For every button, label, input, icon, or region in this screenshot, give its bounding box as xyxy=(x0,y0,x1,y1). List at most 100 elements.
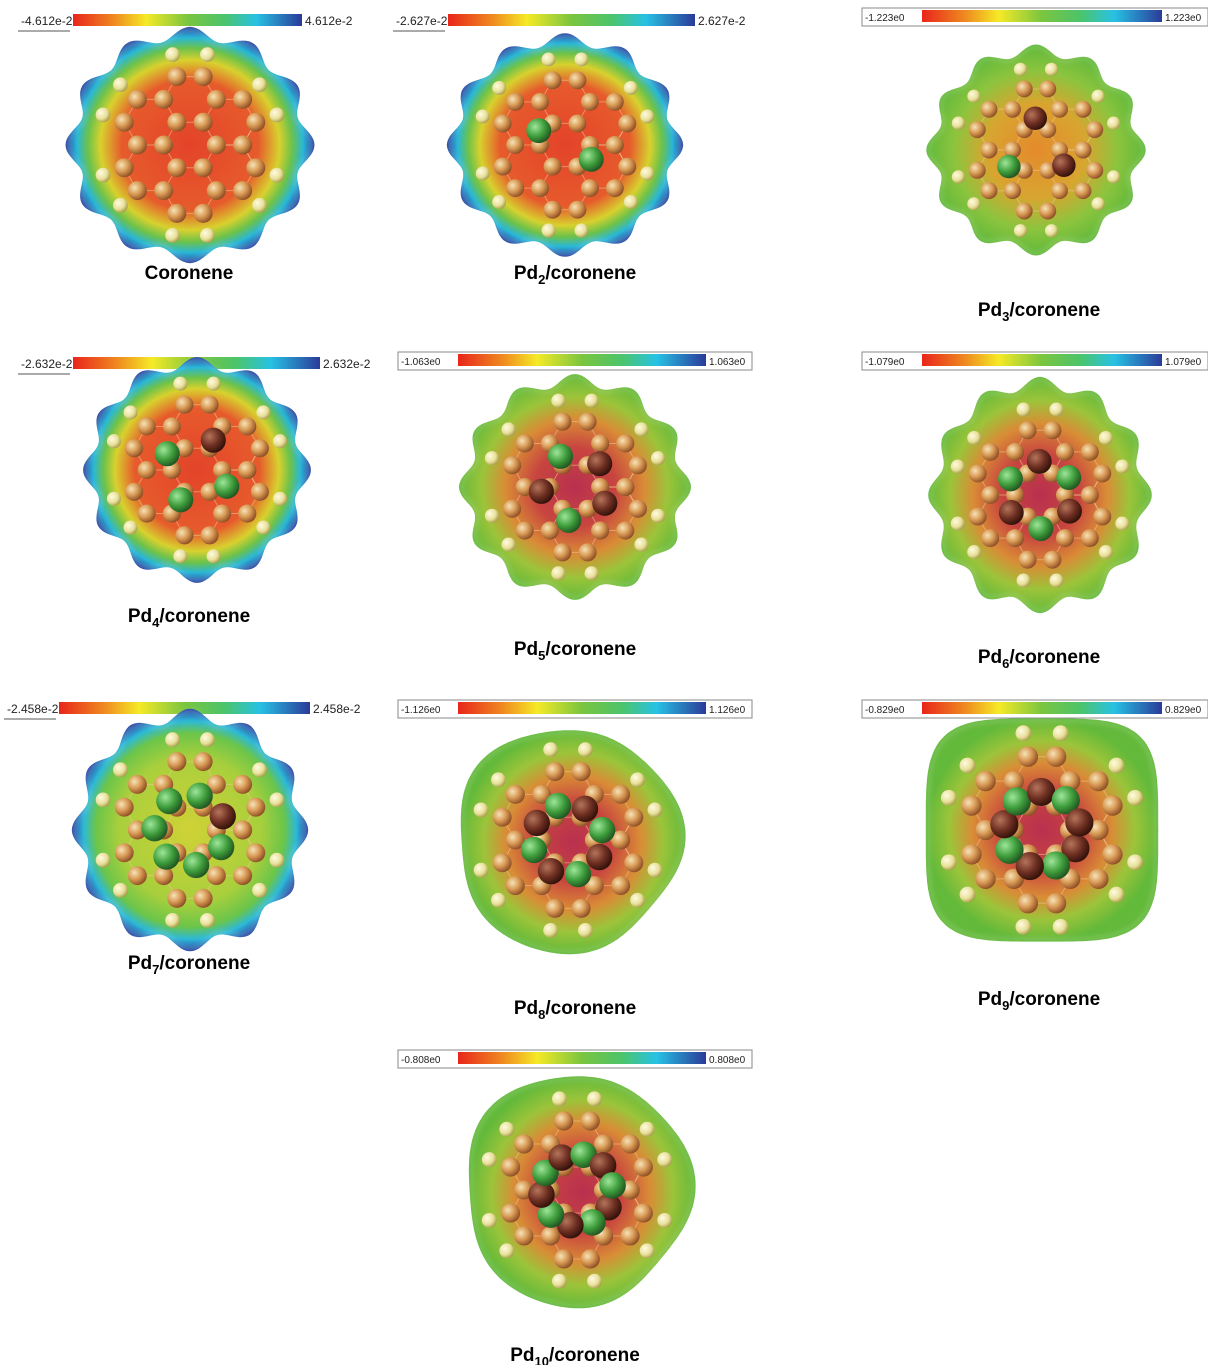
carbon-atom xyxy=(114,158,134,178)
panel-label-pd10: Pd10/coronene xyxy=(510,1345,640,1365)
hydrogen-atom xyxy=(574,52,589,67)
carbon-atom xyxy=(580,1111,600,1131)
pd-atom xyxy=(599,1172,626,1199)
carbon-atom xyxy=(1004,182,1021,200)
carbon-atom xyxy=(532,784,552,804)
carbon-atom xyxy=(1051,100,1068,118)
scale-gradient xyxy=(73,14,302,26)
carbon-atom xyxy=(200,395,219,414)
carbon-atom xyxy=(1074,182,1092,200)
pd-atom xyxy=(1002,787,1031,816)
hydrogen-atom xyxy=(173,549,188,564)
hydrogen-atom xyxy=(269,852,285,868)
hydrogen-atom xyxy=(1115,459,1130,474)
scale-min-label: -1.223e0 xyxy=(865,13,905,24)
carbon-atom xyxy=(968,464,987,483)
hydrogen-atom xyxy=(1115,516,1130,531)
color-scale-pd7: -2.458e-2 2.458e-2 xyxy=(4,702,361,720)
scale-max-label: 4.612e-2 xyxy=(305,14,353,28)
panel-label-pd5: Pd5/coronene xyxy=(514,639,636,663)
scale-min-label: -1.126e0 xyxy=(401,705,441,716)
color-scale-pd8: -1.126e0 1.126e0 xyxy=(397,699,753,719)
hydrogen-atom xyxy=(651,508,666,523)
scale-gradient xyxy=(458,702,706,714)
carbon-atom xyxy=(137,460,156,480)
carbon-atom xyxy=(611,830,631,850)
carbon-atom xyxy=(193,752,213,772)
atoms xyxy=(950,402,1130,588)
carbon-atom xyxy=(1039,202,1057,220)
carbon-atom xyxy=(1043,550,1062,569)
hydrogen-atom xyxy=(1044,62,1059,76)
atoms xyxy=(481,1091,673,1289)
carbon-atom xyxy=(1017,893,1039,914)
pd-atom xyxy=(186,782,213,809)
hydrogen-atom xyxy=(1108,886,1125,903)
pd-atom xyxy=(586,843,613,871)
carbon-atom xyxy=(633,1203,653,1223)
hydrogen-atom xyxy=(269,167,285,183)
mep-surface-pd8 xyxy=(460,730,686,955)
hydrogen-atom xyxy=(165,732,180,748)
mep-surface-pd2 xyxy=(446,33,684,257)
hydrogen-atom xyxy=(940,854,957,871)
pd-atom xyxy=(182,851,210,879)
hydrogen-atom xyxy=(574,223,589,238)
atoms xyxy=(106,376,288,564)
carbon-atom xyxy=(1102,795,1123,816)
panel-label-pd4: Pd4/coronene xyxy=(128,606,250,630)
carbon-atom xyxy=(114,112,134,132)
carbon-atom xyxy=(611,784,631,804)
hydrogen-atom xyxy=(1015,918,1032,935)
carbon-atom xyxy=(1080,486,1099,504)
carbon-atom xyxy=(1039,161,1057,179)
hydrogen-atom xyxy=(551,566,566,581)
carbon-atom xyxy=(137,417,156,436)
mep-surface-pd5 xyxy=(458,374,691,600)
carbon-atom xyxy=(981,529,1000,548)
scale-gradient xyxy=(458,1052,706,1064)
scale-min-label: -2.632e-2 xyxy=(21,357,73,371)
mep-surface-pd9 xyxy=(925,718,1159,942)
pd-atom xyxy=(587,451,613,477)
hydrogen-atom xyxy=(113,77,128,93)
hydrogen-atom xyxy=(1098,431,1113,445)
carbon-atom xyxy=(1088,819,1109,841)
carbon-atom xyxy=(175,439,194,458)
carbon-atom xyxy=(968,121,986,139)
carbon-atom xyxy=(233,866,253,886)
surface-sheen xyxy=(926,719,1158,941)
hydrogen-atom xyxy=(173,376,188,391)
surface-sheen xyxy=(928,377,1152,613)
hydrogen-atom xyxy=(584,393,599,408)
pd-atom xyxy=(557,1211,584,1239)
hydrogen-atom xyxy=(630,772,645,788)
hydrogen-atom xyxy=(165,227,180,243)
panel-pd5: -1.063e0 1.063e0 Pd5/coronene xyxy=(397,351,753,663)
carbon-atom xyxy=(980,100,998,118)
pd-atom xyxy=(209,803,236,830)
carbon-atom xyxy=(578,543,597,562)
hydrogen-atom xyxy=(1052,725,1069,742)
hydrogen-atom xyxy=(951,170,965,184)
carbon-atom xyxy=(961,795,982,816)
carbon-atom xyxy=(1086,121,1104,139)
carbon-atom xyxy=(605,136,624,154)
carbon-atom xyxy=(540,1226,561,1246)
hydrogen-atom xyxy=(499,1121,515,1137)
potential-surface xyxy=(926,44,1146,256)
hydrogen-atom xyxy=(491,892,506,908)
carbon-atom xyxy=(616,434,635,453)
hydrogen-atom xyxy=(1052,918,1069,935)
carbon-atom xyxy=(1015,202,1033,220)
mep-surface-pd7 xyxy=(71,708,309,952)
hydrogen-atom xyxy=(256,520,271,535)
carbon-atom xyxy=(620,1226,640,1246)
panel-label-pd9: Pd9/coronene xyxy=(978,989,1100,1013)
pd-atom xyxy=(579,1209,606,1236)
carbon-atom xyxy=(505,784,525,804)
carbon-atom xyxy=(167,67,187,87)
carbon-atom xyxy=(114,797,134,817)
carbon-atom xyxy=(1088,771,1109,792)
hydrogen-atom xyxy=(551,393,566,408)
